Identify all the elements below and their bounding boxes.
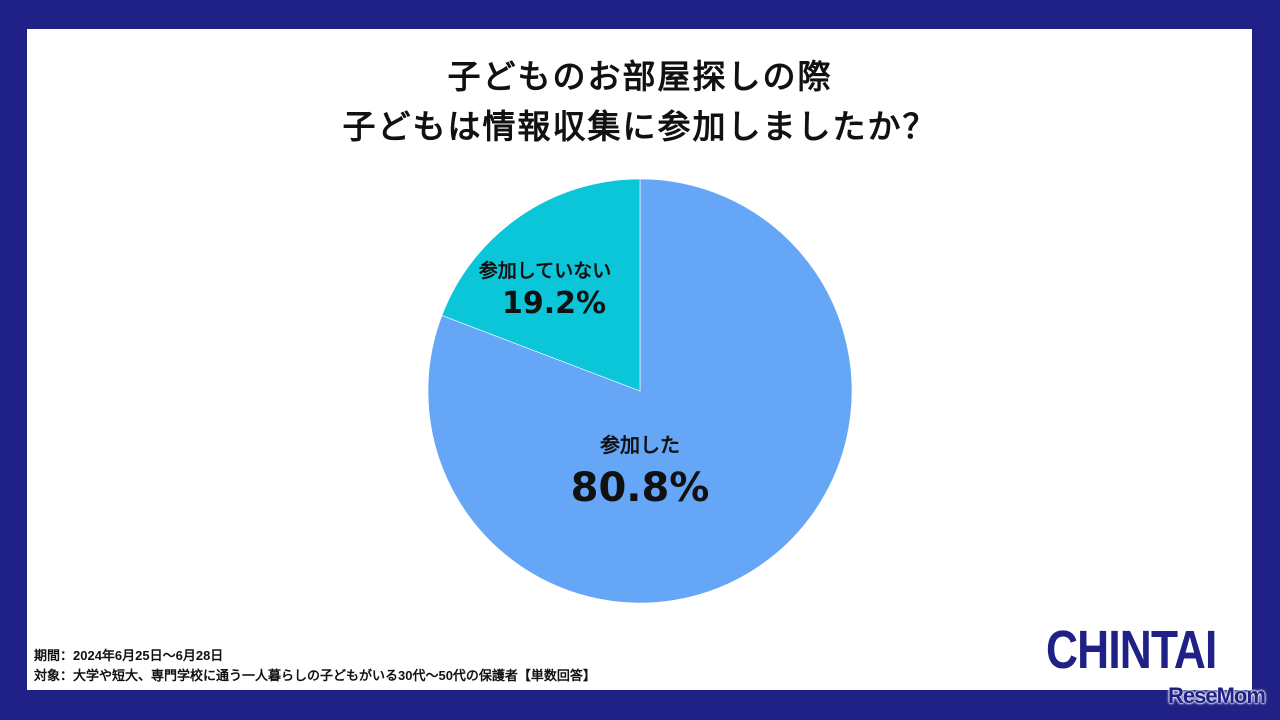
label-participated-value: 80.8% bbox=[570, 465, 710, 511]
resemom-watermark: ReseMom bbox=[1168, 683, 1266, 708]
label-participated: 参加した 80.8% bbox=[540, 430, 740, 516]
title-line-2: 子どもは情報収集に参加しましたか？ bbox=[342, 107, 938, 146]
survey-period: 期間：2024年6月25日〜6月28日 bbox=[34, 648, 224, 663]
pie-slice-not-participated bbox=[441, 178, 641, 392]
label-not-participated: 参加していない 19.2% bbox=[470, 258, 620, 324]
title-line-1: 子どものお部屋探しの際 bbox=[447, 57, 833, 96]
label-not-participated-value: 19.2% bbox=[501, 286, 607, 321]
label-not-participated-name: 参加していない bbox=[478, 260, 612, 282]
label-participated-name: 参加した bbox=[600, 433, 680, 457]
survey-target: 対象：大学や短大、専門学校に通う一人暮らしの子どもがいる30代〜50代の保護者【… bbox=[34, 668, 596, 683]
chintai-logo: CHINTAI bbox=[1046, 620, 1217, 680]
survey-footnote: 期間：2024年6月25日〜6月28日 対象：大学や短大、専門学校に通う一人暮ら… bbox=[34, 646, 596, 686]
chart-title: 子どものお部屋探しの際 子どもは情報収集に参加しましたか？ bbox=[0, 52, 1280, 152]
